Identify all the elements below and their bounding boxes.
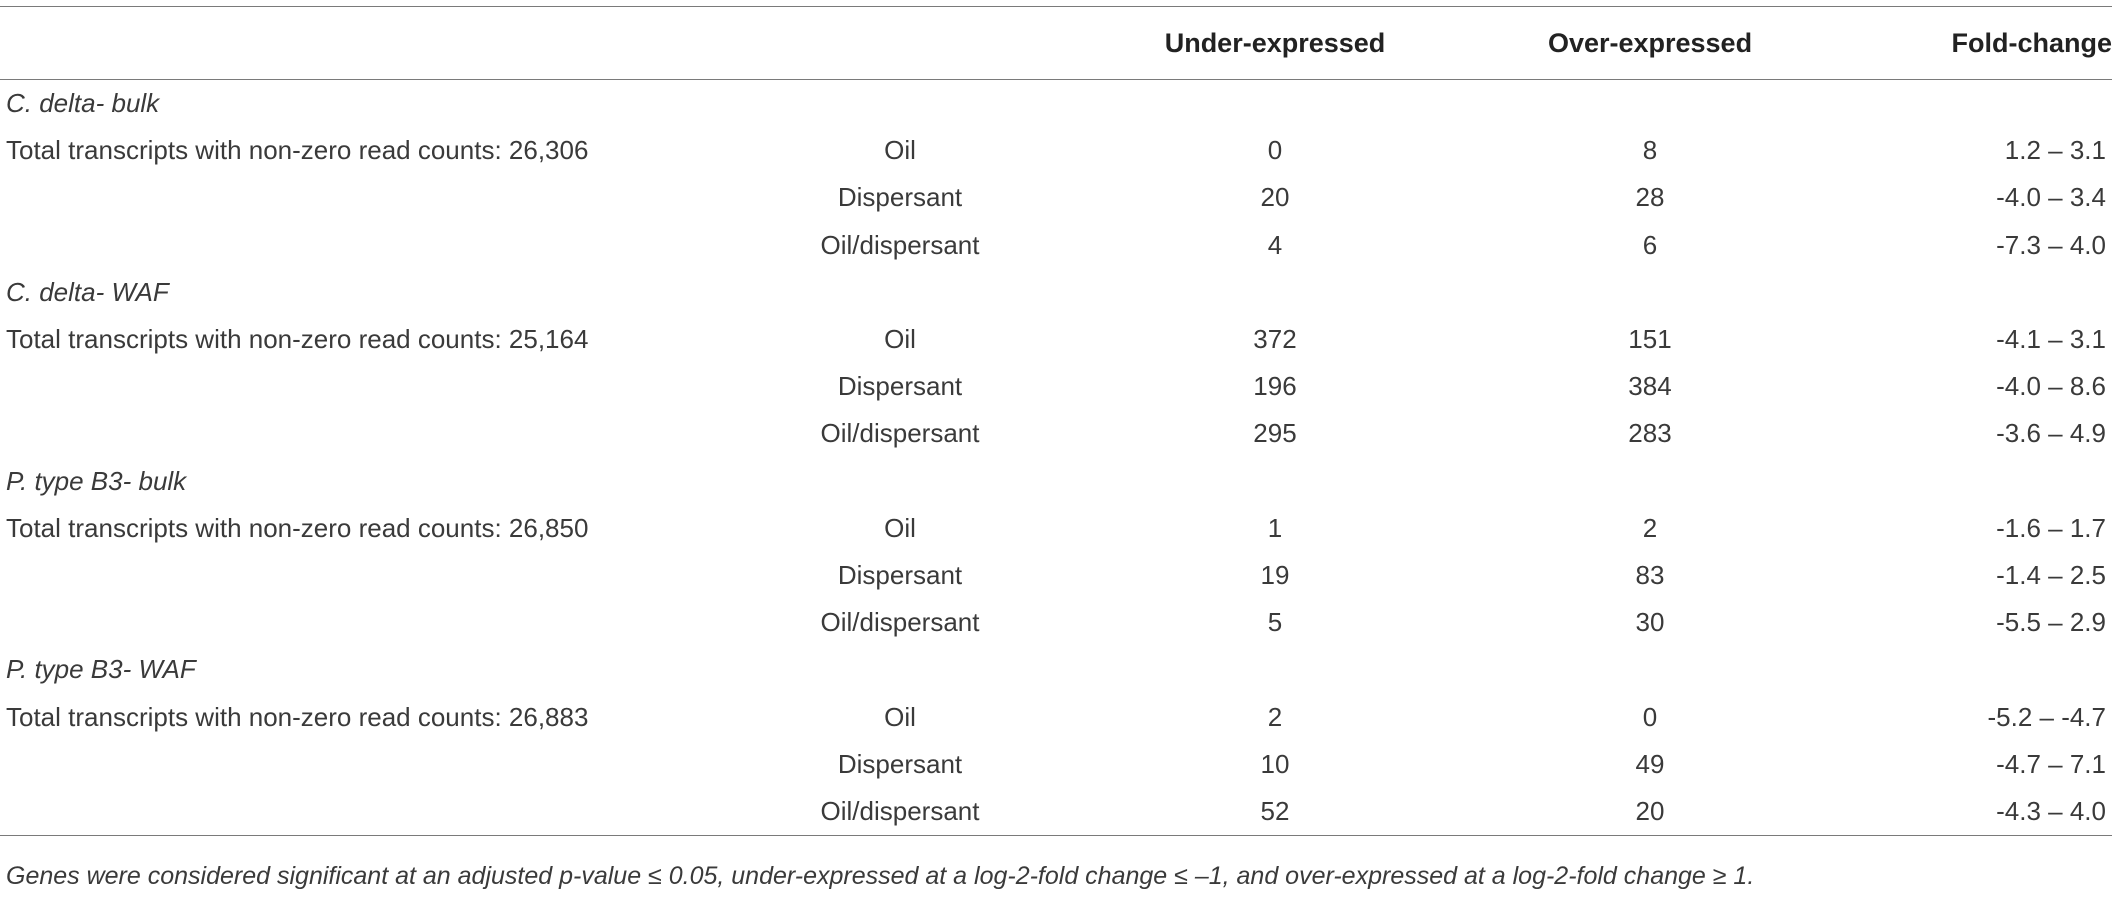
under-expressed-cell: 295	[1253, 418, 1297, 449]
over-expressed-cell: 0	[1642, 701, 1658, 732]
table-row: Dispersant 10 49 -4.7 – 7.1	[0, 741, 2112, 788]
over-expressed-cell: 151	[1628, 324, 1672, 355]
under-expressed-cell: 20	[1260, 182, 1290, 213]
table-row: Oil/dispersant 4 6 -7.3 – 4.0	[0, 222, 2112, 269]
treatment-cell: Oil	[884, 135, 916, 166]
over-expressed-cell: 6	[1642, 229, 1658, 260]
under-expressed-cell: 372	[1253, 324, 1297, 355]
table-row: Total transcripts with non-zero read cou…	[0, 693, 2112, 740]
fold-change-cell: -3.6 – 4.9	[1996, 418, 2106, 449]
fold-change-cell: -5.5 – 2.9	[1996, 607, 2106, 638]
under-expressed-cell: 0	[1267, 135, 1283, 166]
header-under-expressed: Under-expressed	[1110, 6, 1440, 80]
fold-change-cell: -4.7 – 7.1	[1996, 748, 2106, 779]
total-transcripts-label: Total transcripts with non-zero read cou…	[6, 324, 589, 355]
fold-change-cell: -5.2 – -4.7	[1987, 701, 2106, 732]
under-expressed-cell: 10	[1260, 748, 1290, 779]
header-empty-1	[0, 6, 690, 80]
table-row: Total transcripts with non-zero read cou…	[0, 505, 2112, 552]
group-heading-row: C. delta- bulk	[0, 80, 2112, 128]
treatment-cell: Oil/dispersant	[820, 418, 980, 449]
under-expressed-cell: 196	[1253, 371, 1297, 402]
empty-cell	[0, 552, 690, 599]
table-row: Dispersant 19 83 -1.4 – 2.5	[0, 552, 2112, 599]
over-expressed-cell: 283	[1628, 418, 1672, 449]
under-expressed-cell: 52	[1110, 787, 1440, 836]
treatment-cell: Oil	[884, 512, 916, 543]
over-expressed-cell: 8	[1642, 135, 1658, 166]
over-expressed-cell: 30	[1635, 607, 1665, 638]
table-header-row: Under-expressed Over-expressed Fold-chan…	[0, 6, 2112, 80]
treatment-cell: Oil/dispersant	[690, 787, 1110, 836]
under-expressed-cell: 19	[1260, 559, 1290, 590]
under-expressed-cell: 2	[1267, 701, 1283, 732]
empty-cell	[0, 222, 690, 269]
empty-cell	[0, 410, 690, 457]
over-expressed-cell: 49	[1635, 748, 1665, 779]
fold-change-cell: -7.3 – 4.0	[1996, 229, 2106, 260]
total-transcripts-label: Total transcripts with non-zero read cou…	[6, 512, 589, 543]
over-expressed-cell: 20	[1440, 787, 1860, 836]
under-expressed-cell: 5	[1267, 607, 1283, 638]
fold-change-cell: -1.4 – 2.5	[1996, 559, 2106, 590]
empty-cell	[0, 174, 690, 221]
group-name: C. delta- WAF	[6, 276, 169, 307]
header-over-expressed: Over-expressed	[1440, 6, 1860, 80]
group-heading-row: P. type B3- bulk	[0, 458, 2112, 505]
treatment-cell: Oil	[884, 701, 916, 732]
fold-change-cell: -1.6 – 1.7	[1996, 512, 2106, 543]
results-table-container: Under-expressed Over-expressed Fold-chan…	[0, 6, 2112, 836]
table-row: Dispersant 20 28 -4.0 – 3.4	[0, 174, 2112, 221]
table-row: Dispersant 196 384 -4.0 – 8.6	[0, 363, 2112, 410]
under-expressed-cell: 4	[1267, 229, 1283, 260]
header-empty-2	[690, 6, 1110, 80]
treatment-cell: Oil	[884, 324, 916, 355]
treatment-cell: Dispersant	[837, 559, 963, 590]
treatment-cell: Dispersant	[837, 182, 963, 213]
fold-change-cell: -4.0 – 3.4	[1996, 182, 2106, 213]
table-row: Total transcripts with non-zero read cou…	[0, 127, 2112, 174]
table-row: Oil/dispersant 52 20 -4.3 – 4.0	[0, 787, 2112, 836]
over-expressed-cell: 83	[1635, 559, 1665, 590]
empty-cell	[0, 599, 690, 646]
over-expressed-cell: 28	[1635, 182, 1665, 213]
under-expressed-cell: 1	[1267, 512, 1283, 543]
differential-expression-table: Under-expressed Over-expressed Fold-chan…	[0, 6, 2112, 836]
fold-change-cell: -4.3 – 4.0	[1860, 787, 2112, 836]
group-heading-row: P. type B3- WAF	[0, 646, 2112, 693]
group-name: C. delta- bulk	[6, 88, 160, 119]
fold-change-cell: 1.2 – 3.1	[2004, 135, 2106, 166]
fold-change-cell: -4.1 – 3.1	[1996, 324, 2106, 355]
table-row: Oil/dispersant 5 30 -5.5 – 2.9	[0, 599, 2112, 646]
table-row: Oil/dispersant 295 283 -3.6 – 4.9	[0, 410, 2112, 457]
treatment-cell: Dispersant	[837, 371, 963, 402]
group-name: P. type B3- bulk	[6, 465, 187, 496]
over-expressed-cell: 2	[1642, 512, 1658, 543]
header-fold-change: Fold-change	[1860, 6, 2112, 80]
table-row: Total transcripts with non-zero read cou…	[0, 316, 2112, 363]
group-heading-row: C. delta- WAF	[0, 269, 2112, 316]
treatment-cell: Oil/dispersant	[820, 229, 980, 260]
treatment-cell: Dispersant	[837, 748, 963, 779]
over-expressed-cell: 384	[1628, 371, 1672, 402]
empty-cell	[0, 741, 690, 788]
total-transcripts-label: Total transcripts with non-zero read cou…	[6, 135, 589, 166]
group-name: P. type B3- WAF	[6, 654, 196, 685]
total-transcripts-label: Total transcripts with non-zero read cou…	[6, 701, 589, 732]
table-footnote: Genes were considered significant at an …	[6, 862, 1755, 890]
empty-cell	[0, 787, 690, 836]
treatment-cell: Oil/dispersant	[820, 607, 980, 638]
empty-cell	[0, 363, 690, 410]
fold-change-cell: -4.0 – 8.6	[1996, 371, 2106, 402]
